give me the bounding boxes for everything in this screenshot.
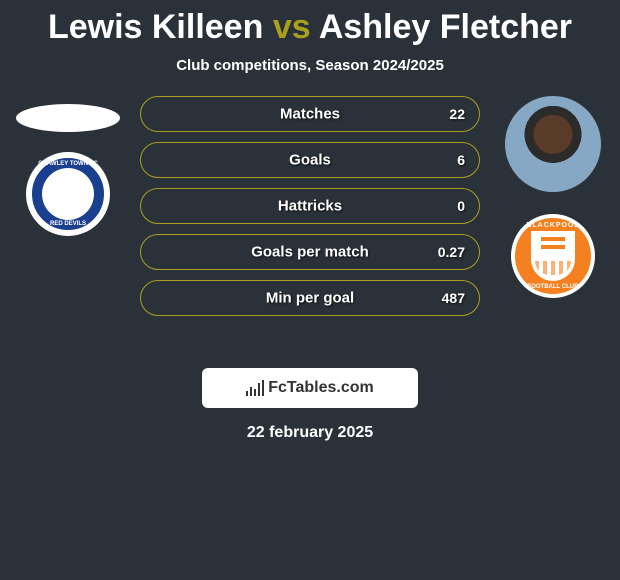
title-player1: Lewis Killeen (48, 8, 263, 46)
stat-right-value: 0.27 (438, 244, 465, 260)
crawley-text-bot: RED DEVILS (32, 221, 104, 227)
blackpool-wave (535, 261, 571, 275)
blackpool-text-top: BLACKPOOL (515, 222, 591, 229)
player1-club-badge: CRAWLEY TOWN FC RED DEVILS (26, 152, 110, 236)
stat-label: Min per goal (266, 290, 354, 307)
player2-club-badge: BLACKPOOL FOOTBALL CLUB (511, 214, 595, 298)
stat-right-value: 6 (457, 152, 465, 168)
title-player2: Ashley Fletcher (319, 8, 572, 46)
subtitle: Club competitions, Season 2024/2025 (0, 57, 620, 74)
blackpool-shield (531, 231, 575, 281)
comparison-panel: CRAWLEY TOWN FC RED DEVILS Matches 22 Go… (0, 96, 620, 356)
player1-avatar-placeholder (16, 104, 120, 132)
stat-label: Goals per match (251, 244, 369, 261)
player1-column: CRAWLEY TOWN FC RED DEVILS (8, 96, 128, 236)
title-vs: vs (273, 8, 311, 46)
brand-text: FcTables.com (268, 379, 374, 397)
crawley-inner-shield (42, 168, 94, 220)
brand-chart-icon (246, 380, 264, 396)
stat-bar: Matches 22 (140, 96, 480, 132)
stat-right-value: 487 (442, 290, 465, 306)
blackpool-text-bot: FOOTBALL CLUB (515, 284, 591, 290)
page-title: Lewis Killeen vs Ashley Fletcher (0, 0, 620, 47)
crawley-text-top: CRAWLEY TOWN FC (32, 161, 104, 167)
stat-bar: Hattricks 0 (140, 188, 480, 224)
player2-avatar (505, 96, 601, 192)
player2-column: BLACKPOOL FOOTBALL CLUB (498, 96, 608, 298)
stat-label: Goals (289, 152, 331, 169)
stat-bar: Goals 6 (140, 142, 480, 178)
stat-label: Matches (280, 106, 340, 123)
stat-right-value: 22 (449, 106, 465, 122)
stat-bar: Goals per match 0.27 (140, 234, 480, 270)
stat-bar: Min per goal 487 (140, 280, 480, 316)
stat-right-value: 0 (457, 198, 465, 214)
blackpool-stripes (541, 237, 565, 249)
stat-bars: Matches 22 Goals 6 Hattricks 0 Goals per… (140, 96, 480, 326)
brand-box: FcTables.com (202, 368, 418, 408)
stat-label: Hattricks (278, 198, 342, 215)
date-label: 22 february 2025 (0, 424, 620, 442)
